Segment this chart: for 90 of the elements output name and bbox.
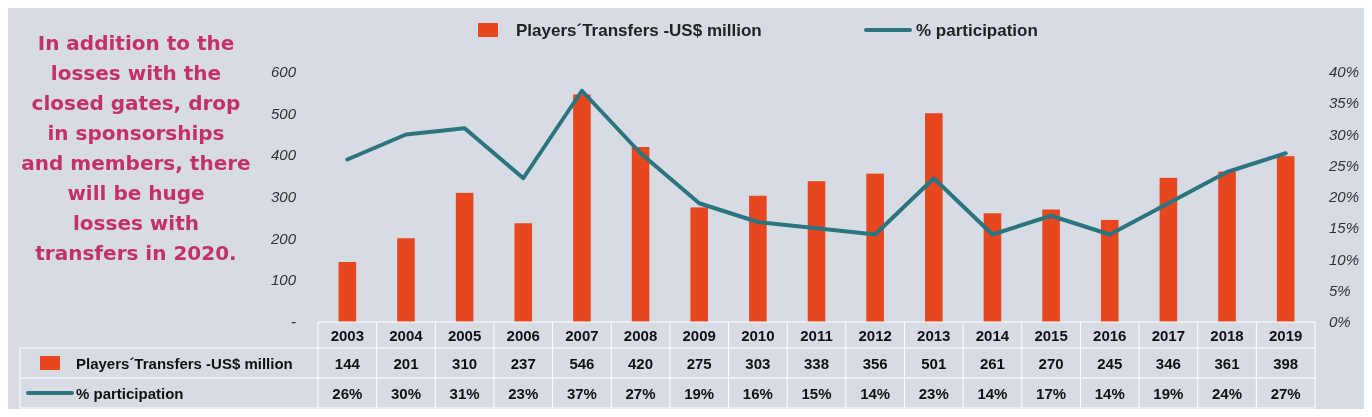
data-label: 27% [1270,385,1301,402]
data-label: 17% [1036,385,1067,402]
data-label: 24% [1212,385,1243,402]
y2-tick-label: 10% [1329,250,1360,268]
y2-tick-label: 40% [1329,63,1360,80]
data-label: 14% [977,385,1008,402]
x-tick-label: 2016 [1093,327,1127,344]
data-label: 398 [1273,355,1299,372]
bar [807,181,826,322]
line-series [345,88,1288,237]
y2-tick-label: 25% [1328,156,1360,174]
data-label: 26% [332,385,363,402]
bar [866,173,884,322]
bar [749,195,767,322]
data-label: 501 [921,355,947,372]
data-label: 546 [569,355,595,372]
x-tick-label: 2007 [565,327,599,344]
y-tick-label: - [291,313,296,330]
data-label: 27% [625,385,656,402]
x-tick-label: 2013 [917,327,951,344]
y-tick-label: 500 [270,104,297,122]
x-tick-label: 2009 [682,327,716,344]
x-tick-label: 2011 [800,327,833,344]
bar [1276,156,1295,322]
y2-tick-label: 5% [1329,281,1351,299]
x-tick-label: 2010 [741,327,775,344]
data-label: 310 [452,355,478,372]
bar [1100,219,1119,322]
x-tick-label: 2019 [1268,327,1303,344]
y2-tick-label: 35% [1329,94,1360,112]
x-tick-label: 2003 [330,327,365,344]
bar [1042,209,1060,322]
data-label: 346 [1155,355,1181,372]
legend-label: % participation [916,21,1038,40]
data-label: 31% [449,385,480,402]
y-tick-label: 600 [270,63,297,80]
x-tick-label: 2005 [447,327,482,344]
x-tick-label: 2015 [1034,327,1068,344]
bar [1159,177,1178,322]
data-label: 356 [862,355,888,372]
y-tick-label: 300 [270,188,297,205]
data-label: 23% [508,385,539,402]
bar [338,262,357,322]
data-label: 338 [803,355,830,372]
text: In addition to the losses with the closed gates, drop in sponsorships and members, there will be huge losses with transfers in 2020. [21,31,251,265]
x-tick-label: 2006 [506,327,540,344]
y-tick-label: 400 [270,146,297,164]
x-tick-label: 2014 [975,327,1010,344]
data-label: 275 [686,355,712,372]
data-label: 261 [979,355,1005,372]
data-label: 245 [1097,355,1123,372]
data-label: 16% [742,385,773,402]
data-label: 420 [628,355,654,372]
data-label: 270 [1038,355,1064,372]
data-label: 303 [745,355,771,372]
bar [1218,171,1236,322]
data-label: 14% [1094,385,1125,402]
x-tick-label: 2017 [1151,327,1186,344]
x-tick-label: 2012 [858,327,892,344]
data-label: 237 [510,355,536,372]
x-tick-label: 2004 [389,327,424,344]
data-label: 201 [393,355,419,372]
y2-tick-label: 20% [1328,188,1360,205]
bar [983,213,1002,322]
x-tick-label: 2018 [1210,327,1244,344]
bar [397,238,415,322]
bar [514,223,533,322]
text: % participation [76,385,184,402]
y2-tick-label: 30% [1329,125,1360,143]
bar [455,192,474,322]
data-label: 15% [801,385,832,402]
data-label: 14% [860,385,891,402]
text: Players´Transfers -US$ million [76,355,293,372]
data-label: 30% [390,385,421,402]
x-tick-label: 2008 [623,327,658,344]
data-label: 23% [918,385,949,402]
y2-tick-label: 15% [1329,219,1360,237]
bar [573,94,591,322]
bar [631,147,650,322]
bar [925,113,943,322]
data-label: 19% [1153,385,1184,402]
y2-tick-label: 0% [1329,313,1351,330]
bar [690,207,708,322]
data-label: 37% [566,385,597,402]
y-tick-label: 200 [269,229,297,247]
legend-label: Players´Transfers -US$ million [516,21,762,40]
y-tick-label: 100 [270,271,297,289]
data-label: 361 [1214,355,1240,372]
data-label: 144 [334,355,361,372]
data-label: 19% [684,385,715,402]
